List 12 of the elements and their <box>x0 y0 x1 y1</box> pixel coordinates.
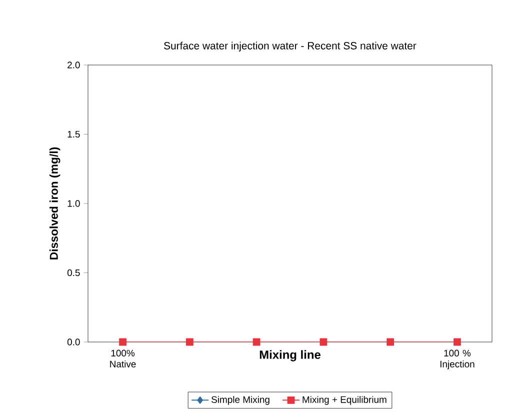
x-axis-title: Mixing line <box>260 350 320 362</box>
y-tick-label: 1.0 <box>68 200 80 207</box>
y-tick-label: 2.0 <box>68 62 80 68</box>
y-tick-label: 0.0 <box>67 338 80 346</box>
x-tick-label: 100 % Injection <box>440 350 474 370</box>
x-tick-label: 100% Native <box>110 350 136 368</box>
y-tick-label: 0.5 <box>67 269 80 276</box>
y-axis-title: Dissolved iron (mg/l) <box>50 147 60 260</box>
y-tick-label: 1.5 <box>68 130 80 138</box>
chart-title: Surface water injection water - Recent SS native water <box>164 42 416 52</box>
legend-label: Mixing + Equilibrium <box>302 396 386 405</box>
legend-label: Simple Mixing <box>212 396 270 405</box>
